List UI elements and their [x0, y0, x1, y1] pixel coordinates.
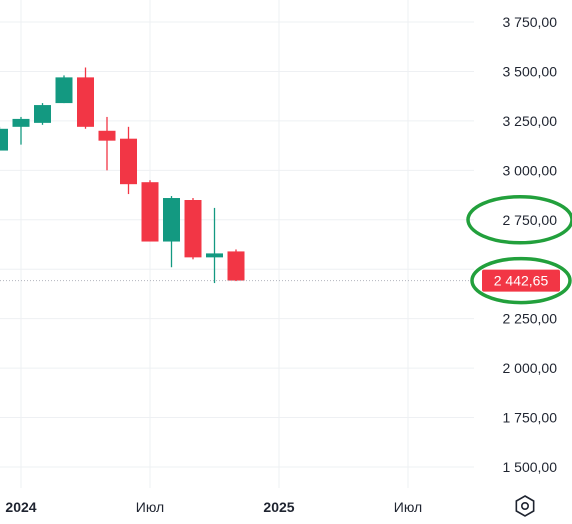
y-tick-label: 3 500,00	[503, 63, 558, 79]
candle	[163, 196, 180, 268]
y-tick-label: 3 750,00	[503, 14, 558, 30]
candle-body	[120, 138, 137, 185]
candle	[184, 198, 202, 260]
candle	[120, 126, 137, 195]
candle	[141, 180, 159, 242]
y-tick-label: 2 250,00	[503, 311, 558, 327]
annotations	[466, 195, 572, 305]
grid-lines	[0, 0, 474, 488]
candle-body	[12, 118, 30, 127]
candle	[34, 103, 51, 125]
y-axis: 3 750,00 3 500,00 3 250,00 3 000,00 2 750,00…	[503, 14, 558, 475]
y-tick-label: 1 750,00	[503, 410, 558, 426]
y-tick-label: 2 000,00	[503, 360, 558, 376]
candle	[77, 67, 94, 129]
last-price-box	[482, 269, 560, 292]
candle	[98, 116, 116, 171]
candle-body	[163, 198, 180, 242]
candle-body	[34, 105, 51, 123]
candle-body	[77, 77, 94, 127]
y-tick-label: 3 250,00	[503, 113, 558, 129]
candle	[227, 249, 245, 282]
y-tick-label: 2 750,00	[503, 212, 558, 228]
candle-body	[184, 200, 202, 258]
x-tick-label: Июл	[394, 499, 422, 515]
last-price-label: 2 442,65	[494, 273, 549, 289]
gear-icon	[515, 495, 535, 517]
candle-body	[0, 128, 8, 151]
annotation-ellipse	[470, 256, 572, 305]
candle	[12, 116, 30, 145]
candle-body	[55, 77, 73, 104]
y-tick-label: 1 500,00	[503, 459, 558, 475]
candle	[0, 126, 8, 151]
y-tick-label: 3 000,00	[503, 162, 558, 178]
settings-button[interactable]	[515, 495, 535, 517]
x-tick-label: Июл	[136, 499, 164, 515]
candle-body	[206, 253, 223, 258]
candle-body	[227, 251, 245, 281]
x-tick-label: 2024	[5, 499, 36, 515]
x-axis: 2024 Июл 2025 Июл	[5, 499, 422, 515]
candle-body	[141, 182, 159, 242]
last-price-badge: 2 442,65	[482, 269, 560, 292]
gear-icon-center	[520, 501, 530, 511]
x-tick-label: 2025	[263, 499, 294, 515]
annotation-ellipse	[466, 195, 572, 245]
candle	[206, 207, 223, 284]
candle	[55, 75, 73, 104]
candle-body	[98, 130, 116, 141]
candles	[0, 67, 245, 284]
